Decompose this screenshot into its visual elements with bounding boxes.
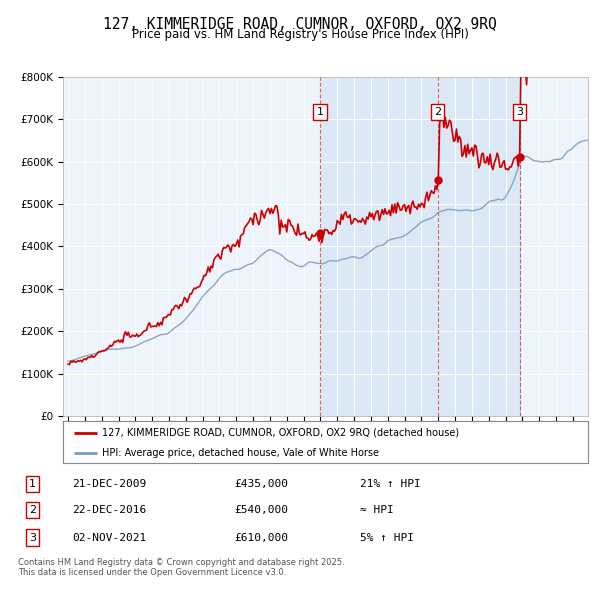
Text: 1: 1: [316, 107, 323, 117]
Text: 1: 1: [29, 479, 36, 489]
Text: HPI: Average price, detached house, Vale of White Horse: HPI: Average price, detached house, Vale…: [103, 448, 379, 457]
Text: 5% ↑ HPI: 5% ↑ HPI: [360, 533, 414, 543]
Text: 127, KIMMERIDGE ROAD, CUMNOR, OXFORD, OX2 9RQ: 127, KIMMERIDGE ROAD, CUMNOR, OXFORD, OX…: [103, 17, 497, 31]
Text: 02-NOV-2021: 02-NOV-2021: [72, 533, 146, 543]
Text: 22-DEC-2016: 22-DEC-2016: [72, 506, 146, 515]
Text: 127, KIMMERIDGE ROAD, CUMNOR, OXFORD, OX2 9RQ (detached house): 127, KIMMERIDGE ROAD, CUMNOR, OXFORD, OX…: [103, 428, 460, 438]
Text: 2: 2: [434, 107, 441, 117]
Text: £435,000: £435,000: [235, 479, 289, 489]
Text: ≈ HPI: ≈ HPI: [360, 506, 394, 515]
Text: 3: 3: [29, 533, 36, 543]
Text: 21% ↑ HPI: 21% ↑ HPI: [360, 479, 421, 489]
Text: 21-DEC-2009: 21-DEC-2009: [72, 479, 146, 489]
Text: This data is licensed under the Open Government Licence v3.0.: This data is licensed under the Open Gov…: [18, 568, 286, 577]
Text: £540,000: £540,000: [235, 506, 289, 515]
Text: £610,000: £610,000: [235, 533, 289, 543]
Bar: [320, 77, 520, 416]
Text: 3: 3: [516, 107, 523, 117]
Text: Contains HM Land Registry data © Crown copyright and database right 2025.: Contains HM Land Registry data © Crown c…: [18, 558, 344, 566]
Text: 2: 2: [29, 506, 36, 515]
Text: Price paid vs. HM Land Registry's House Price Index (HPI): Price paid vs. HM Land Registry's House …: [131, 28, 469, 41]
